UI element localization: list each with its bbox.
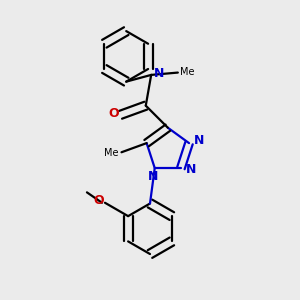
- Text: Me: Me: [104, 148, 119, 158]
- Text: Me: Me: [180, 67, 195, 77]
- Text: N: N: [194, 134, 205, 147]
- Text: O: O: [109, 107, 119, 120]
- Text: N: N: [148, 170, 158, 183]
- Text: N: N: [186, 163, 197, 176]
- Text: O: O: [94, 194, 104, 208]
- Text: N: N: [154, 67, 165, 80]
